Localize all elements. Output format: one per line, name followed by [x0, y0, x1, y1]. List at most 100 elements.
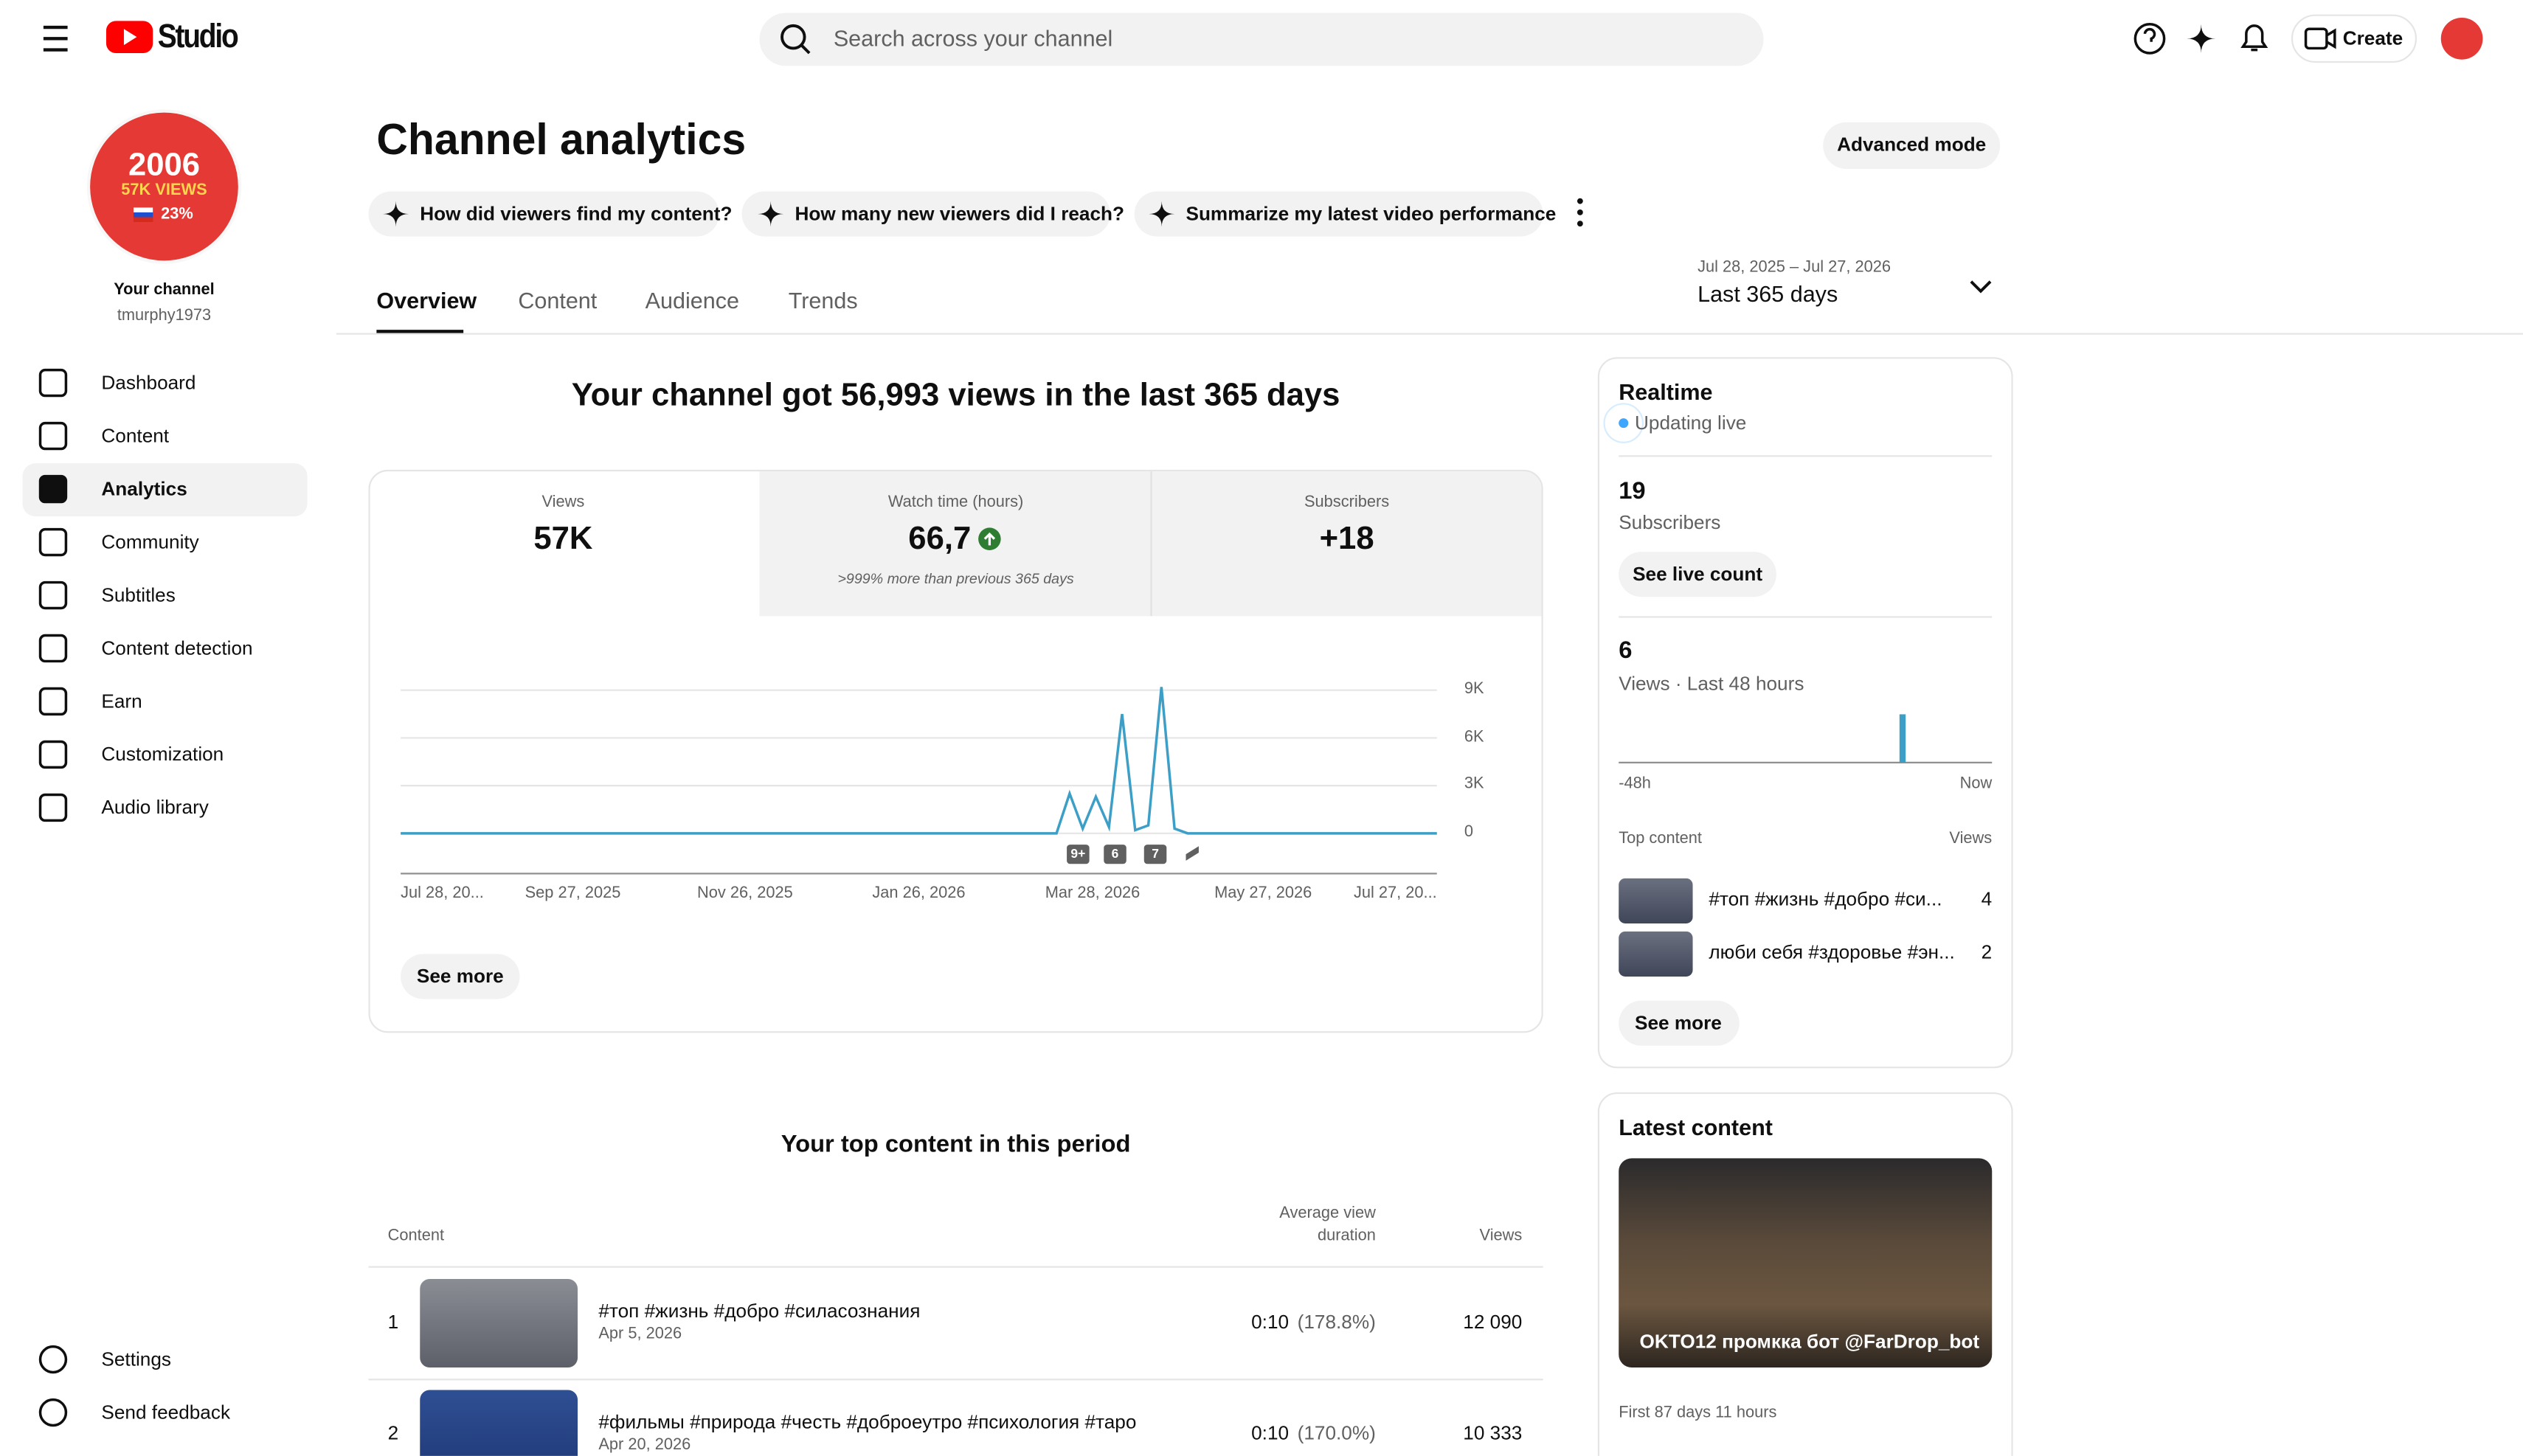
top-views: 4 [1981, 887, 1993, 911]
tab[interactable]: Content [518, 287, 598, 313]
column-header: Average view duration [1279, 1204, 1376, 1246]
latest-meta: First 87 days 11 hours [1619, 1404, 1777, 1423]
nav-active-bg [22, 463, 308, 517]
shorts-marker [1186, 846, 1199, 861]
row-rank: 1 [387, 1311, 399, 1334]
prompt-label[interactable]: How did viewers find my content? [420, 202, 733, 225]
views-line [401, 687, 1437, 835]
live-ring [1603, 403, 1644, 443]
see-more-button[interactable] [1619, 1000, 1740, 1046]
nav-item[interactable]: Dashboard [101, 371, 196, 394]
row-title[interactable]: #фильмы #природа #честь #доброеутро #пси… [598, 1410, 1137, 1433]
row-duration: 0:10 [1251, 1311, 1290, 1334]
metric-label: Watch time (hours) [887, 493, 1024, 512]
search-placeholder[interactable]: Search across your channel [833, 25, 1113, 51]
top-title[interactable]: #топ #жизнь #добро #си... [1709, 887, 1942, 911]
tab[interactable]: Trends [788, 287, 858, 313]
metric-value: +18 [1319, 521, 1374, 557]
row-views: 10 333 [1463, 1421, 1523, 1445]
x-tick-label: Sep 27, 2025 [525, 884, 621, 903]
latest-thumbnail[interactable] [1619, 1158, 1993, 1367]
x-tick-label: May 27, 2026 [1214, 884, 1312, 903]
see-more-button[interactable] [401, 954, 520, 999]
x-tick-label: Jul 27, 20... [1353, 884, 1437, 903]
video-thumbnail [1619, 931, 1693, 977]
help-icon [2133, 22, 2166, 55]
video-marker-label: 9+ [1070, 846, 1086, 862]
avatar-text: 23% [161, 206, 193, 224]
table-divider [368, 1379, 1543, 1381]
see-more-label[interactable]: See more [1634, 1011, 1722, 1035]
video-marker [1143, 845, 1167, 864]
top-views: 2 [1981, 940, 1993, 964]
nav-item[interactable]: Analytics [101, 477, 187, 500]
nav-item[interactable]: Content detection [101, 637, 253, 659]
date-range[interactable]: Jul 28, 2025 – Jul 27, 2026 [1697, 259, 1892, 277]
card-divider [1619, 455, 1993, 457]
realtime-bar [1899, 714, 1906, 763]
create-label[interactable]: Create [2342, 27, 2403, 50]
tab[interactable]: Overview [376, 287, 477, 313]
y-tick-label: 0 [1464, 823, 1473, 842]
views-label: Views · Last 48 hours [1619, 672, 1804, 695]
advanced-label[interactable]: Advanced mode [1837, 133, 1987, 156]
nav-item[interactable]: Subtitles [101, 583, 176, 606]
top-header: Views [1949, 830, 1993, 848]
x-tick-label: Jul 28, 20... [401, 884, 484, 903]
latest-title: Latest content [1619, 1114, 1773, 1140]
realtime-card [1597, 357, 2013, 1069]
y-tick-label: 9K [1464, 680, 1484, 698]
sparkle-icon [383, 201, 409, 227]
prompt-label[interactable]: How many new viewers did I reach? [795, 202, 1125, 225]
row-title[interactable]: #топ #жизнь #добро #силасознания [598, 1299, 921, 1322]
nav-icon [38, 527, 68, 557]
prompt-chip[interactable] [741, 191, 1110, 237]
nav-item[interactable]: Send feedback [101, 1401, 231, 1424]
metric-note: >999% more than previous 365 days [837, 570, 1074, 587]
top-header: Top content [1619, 830, 1703, 848]
tab[interactable]: Audience [645, 287, 739, 313]
video-marker-label: 7 [1152, 846, 1159, 862]
nav-icon [38, 687, 68, 716]
nav-icon [38, 580, 68, 610]
row-date: Apr 20, 2026 [598, 1436, 691, 1455]
avatar-text: 57K VIEWS [121, 181, 207, 200]
metric-label: Subscribers [1304, 493, 1390, 512]
nav-item[interactable]: Customization [101, 743, 224, 766]
create-icon [2326, 28, 2336, 49]
table-divider [368, 1266, 1543, 1268]
metric-tab[interactable] [759, 471, 1151, 617]
nav-icon [38, 634, 68, 663]
video-thumbnail [420, 1390, 578, 1456]
channel-label: Your channel [114, 281, 215, 299]
prompt-chip[interactable] [1134, 191, 1543, 237]
views-count: 6 [1619, 637, 1633, 665]
y-tick-label: 3K [1464, 776, 1484, 794]
row-date: Apr 5, 2026 [598, 1325, 682, 1344]
nav-item[interactable]: Settings [101, 1348, 171, 1370]
nav-icon [38, 474, 68, 504]
see-more-label[interactable]: See more [416, 965, 504, 988]
create-button[interactable] [2291, 14, 2418, 63]
search-box[interactable] [759, 13, 1764, 66]
subscriber-count: 19 [1619, 477, 1646, 505]
metric-tab[interactable] [1150, 471, 1542, 617]
advanced-button[interactable] [1823, 122, 2001, 170]
prompt-label[interactable]: Summarize my latest video performance [1186, 202, 1557, 225]
row-percent: (170.0%) [1297, 1421, 1376, 1445]
nav-item[interactable]: Community [101, 530, 199, 553]
search-icon [781, 24, 806, 50]
period-label[interactable]: Last 365 days [1697, 280, 1838, 307]
prompt-chip[interactable] [368, 191, 719, 237]
top-title[interactable]: люби себя #здоровье #эн... [1709, 940, 1955, 964]
nav-item[interactable]: Content [101, 424, 170, 447]
nav-item[interactable]: Earn [101, 690, 142, 713]
live-count-button[interactable] [1619, 552, 1776, 597]
metric-value: 66,7 [908, 521, 972, 557]
live-count-label[interactable]: See live count [1633, 562, 1763, 586]
nav-item[interactable]: Audio library [101, 796, 209, 819]
sparkle-icon [758, 201, 784, 227]
